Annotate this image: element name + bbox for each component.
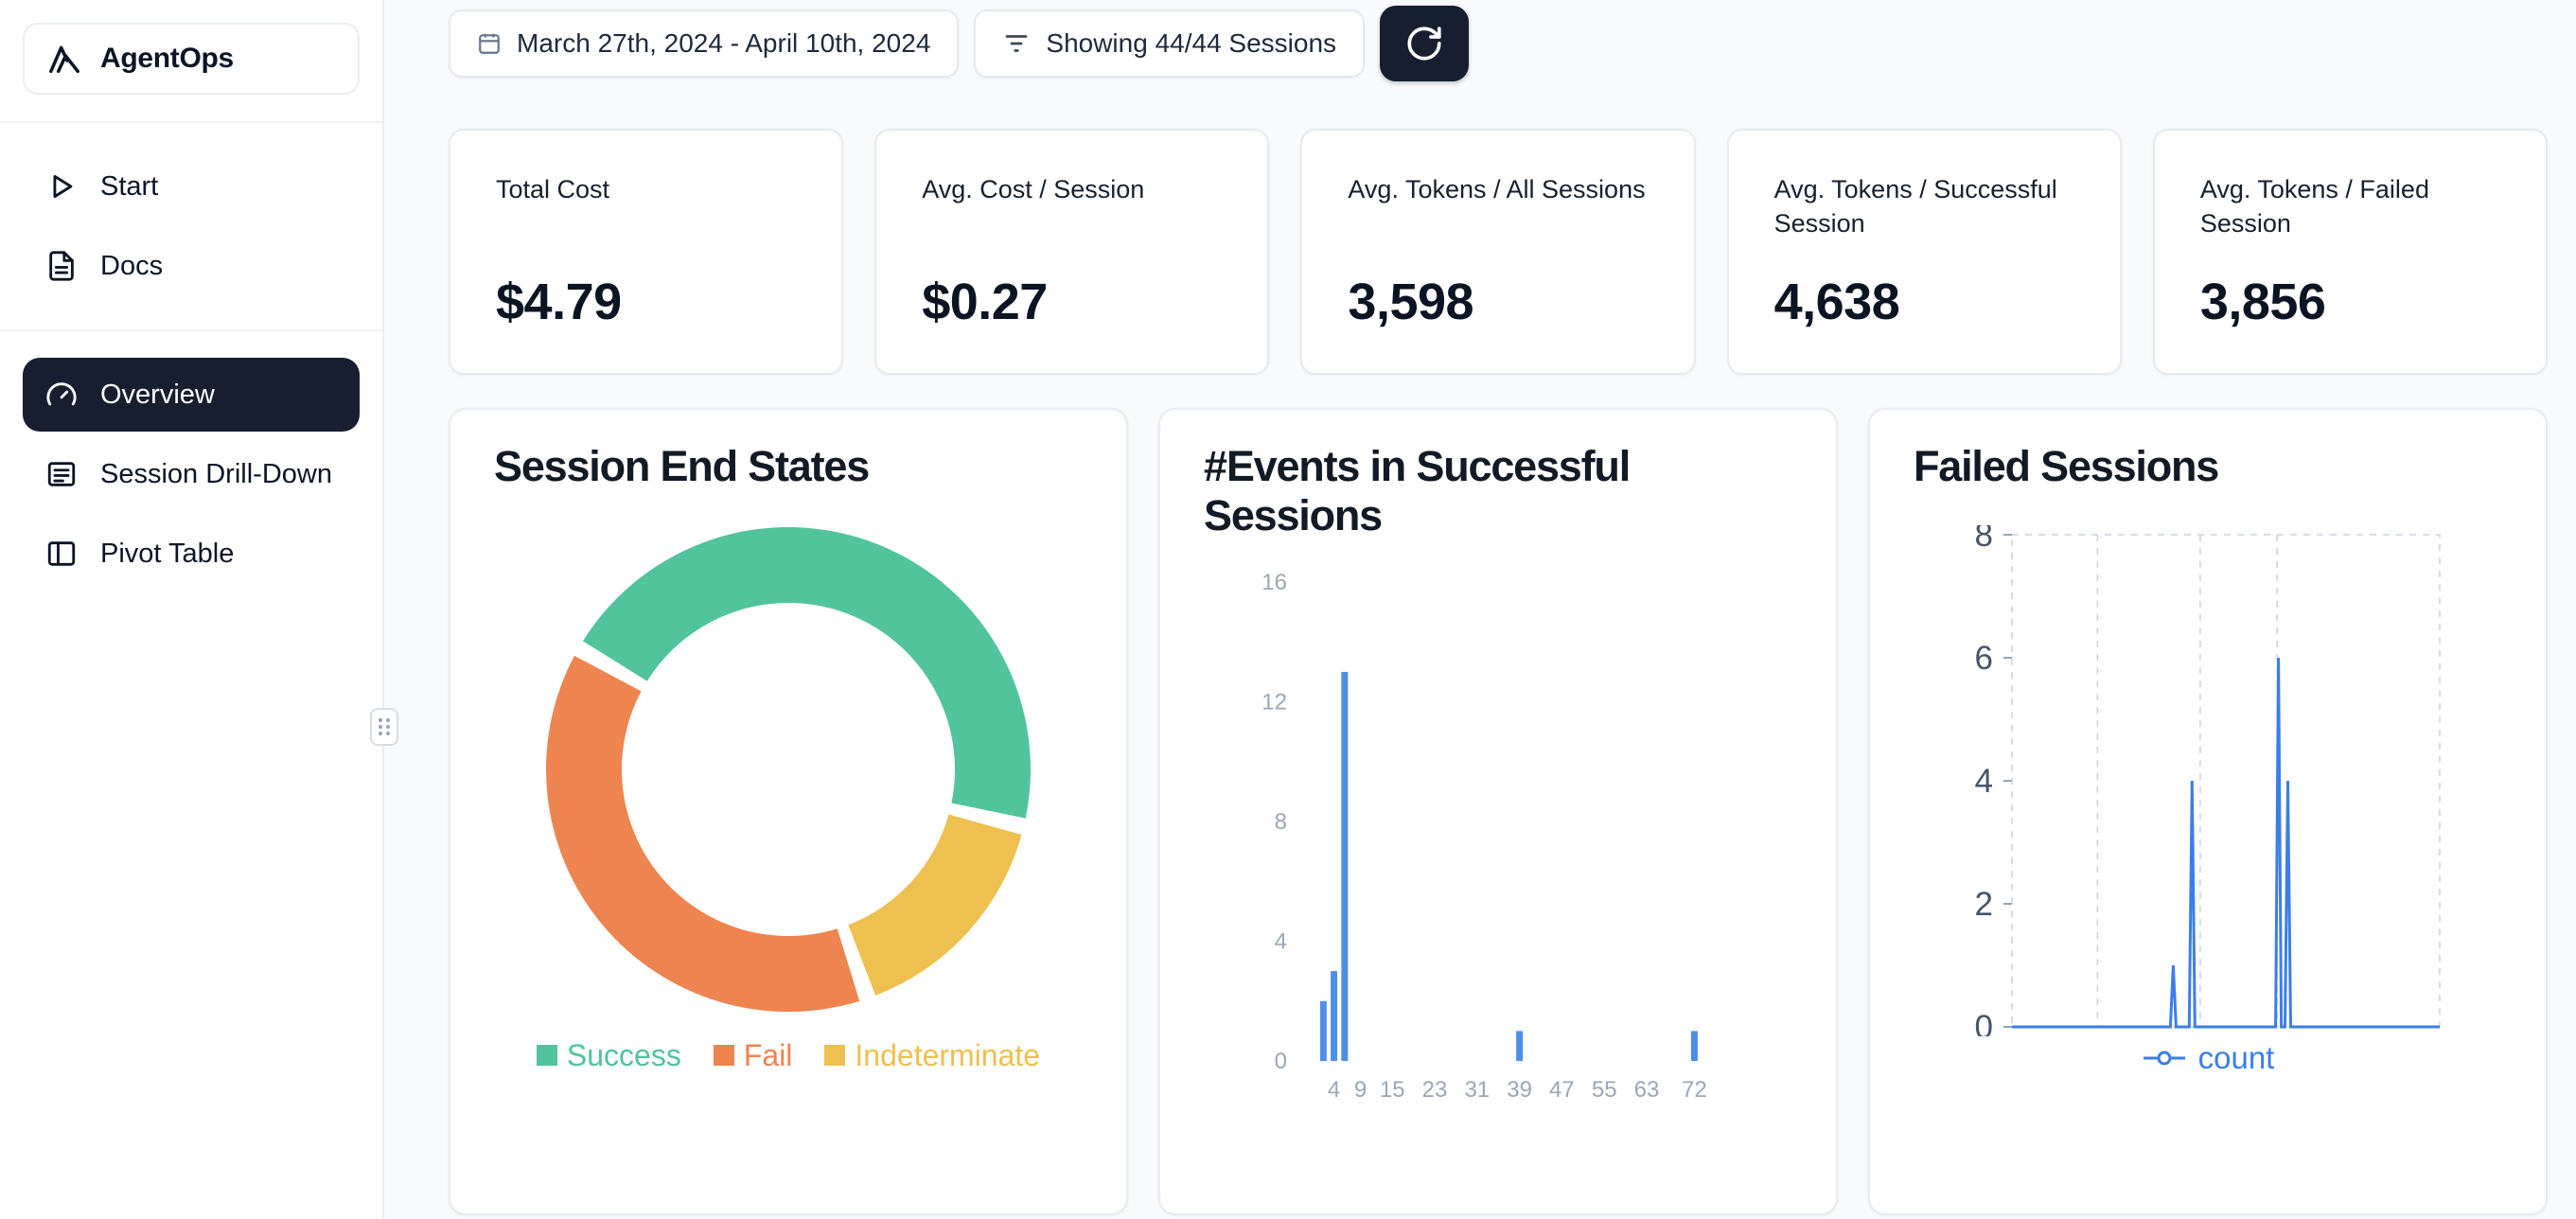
stat-label: Avg. Tokens / Successful Session xyxy=(1773,175,2057,238)
svg-text:2: 2 xyxy=(1975,886,1993,923)
svg-text:15: 15 xyxy=(1380,1077,1405,1103)
svg-text:47: 47 xyxy=(1549,1077,1575,1103)
sidebar-item-session-drill-down[interactable]: Session Drill-Down xyxy=(23,437,360,511)
sidebar-item-overview[interactable]: Overview xyxy=(23,358,360,432)
topbar: March 27th, 2024 - April 10th, 2024 Show… xyxy=(449,6,2548,81)
legend-item-success[interactable]: Success xyxy=(536,1037,681,1073)
count-legend-label: count xyxy=(2197,1039,2275,1075)
sidebar-item-label: Session Drill-Down xyxy=(100,458,332,489)
svg-text:0: 0 xyxy=(1975,1009,1993,1036)
sidebar-nav-main: Overview Session Drill-Down Pivot Table xyxy=(0,358,382,591)
date-range-button[interactable]: March 27th, 2024 - April 10th, 2024 xyxy=(449,9,960,78)
table-icon xyxy=(47,541,76,566)
legend-label: Fail xyxy=(743,1037,793,1072)
svg-text:6: 6 xyxy=(1975,640,1993,677)
charts-row: Session End States Success Fail xyxy=(449,408,2548,1215)
svg-text:39: 39 xyxy=(1507,1077,1532,1103)
stat-value: 3,598 xyxy=(1348,274,1474,330)
failed-sessions-card: Failed Sessions 0 2 4 6 8 count xyxy=(1868,408,2548,1215)
app-name: AgentOps xyxy=(100,43,234,74)
filter-icon xyxy=(1006,35,1028,52)
stat-card-avg-tokens-all: Avg. Tokens / All Sessions 3,598 xyxy=(1300,129,1696,375)
stats-row: Total Cost $4.79 Avg. Cost / Session $0.… xyxy=(449,129,2549,375)
sidebar-item-label: Overview xyxy=(100,379,215,410)
stat-value: $4.79 xyxy=(496,274,622,330)
play-icon xyxy=(53,174,73,199)
stat-value: 4,638 xyxy=(1773,274,1900,330)
stat-card-avg-cost-session: Avg. Cost / Session $0.27 xyxy=(874,129,1270,375)
stat-card-avg-tokens-successful: Avg. Tokens / Successful Session 4,638 xyxy=(1726,129,2122,375)
donut-wrap xyxy=(494,523,1083,1016)
svg-text:23: 23 xyxy=(1422,1077,1448,1103)
gauge-icon xyxy=(46,382,77,406)
svg-text:31: 31 xyxy=(1464,1077,1490,1103)
date-range-label: March 27th, 2024 - April 10th, 2024 xyxy=(517,28,931,58)
svg-text:72: 72 xyxy=(1682,1077,1707,1103)
session-end-states-donut xyxy=(546,526,1032,1012)
sidebar-item-label: Docs xyxy=(100,250,164,281)
chart-title: Failed Sessions xyxy=(1914,442,2219,490)
sidebar-item-pivot-table[interactable]: Pivot Table xyxy=(23,517,360,591)
stat-label: Total Cost xyxy=(496,175,610,203)
donut-legend: Success Fail Indeterminate xyxy=(494,1038,1083,1073)
legend-item-fail[interactable]: Fail xyxy=(713,1037,793,1073)
svg-text:16: 16 xyxy=(1262,570,1287,595)
legend-swatch-indeterminate xyxy=(824,1045,846,1067)
sidebar-item-label: Start xyxy=(100,170,159,202)
sidebar: AgentOps Start Docs Overview Session Dri… xyxy=(0,0,398,1219)
svg-text:12: 12 xyxy=(1262,689,1287,715)
count-legend[interactable]: count xyxy=(1914,1040,2502,1076)
svg-text:0: 0 xyxy=(1275,1049,1287,1074)
session-end-states-card: Session End States Success Fail xyxy=(449,408,1128,1215)
sidebar-divider xyxy=(0,329,382,331)
sidebar-item-docs[interactable]: Docs xyxy=(23,229,360,303)
svg-text:9: 9 xyxy=(1354,1077,1367,1103)
document-icon xyxy=(49,251,74,281)
events-in-successful-sessions-card: #Events in Successful Sessions 0 4 8 12 16 4 9… xyxy=(1158,408,1838,1215)
legend-swatch-success xyxy=(536,1045,557,1067)
main-content: March 27th, 2024 - April 10th, 2024 Show… xyxy=(384,0,2576,1219)
stat-value: 3,856 xyxy=(2199,274,2326,330)
legend-item-indeterminate[interactable]: Indeterminate xyxy=(824,1038,1040,1073)
svg-text:4: 4 xyxy=(1328,1077,1340,1103)
failed-sessions-chart: 0 2 4 6 8 xyxy=(1975,525,2441,1036)
stat-card-avg-tokens-failed: Avg. Tokens / Failed Session 3,856 xyxy=(2152,129,2549,375)
sidebar-item-start[interactable]: Start xyxy=(23,150,360,223)
chart-title: Session End States xyxy=(494,442,870,490)
svg-text:4: 4 xyxy=(1975,763,1993,800)
sidebar-item-label: Pivot Table xyxy=(100,538,235,569)
count-legend-marker xyxy=(2143,1051,2185,1066)
refresh-button[interactable] xyxy=(1380,6,1470,81)
sidebar-divider xyxy=(0,121,382,123)
legend-swatch-fail xyxy=(713,1045,734,1067)
stat-value: $0.27 xyxy=(922,274,1048,330)
svg-text:8: 8 xyxy=(1275,809,1287,835)
legend-label: Indeterminate xyxy=(855,1037,1041,1072)
svg-text:55: 55 xyxy=(1592,1077,1617,1103)
drag-dots-icon xyxy=(379,718,390,735)
stat-label: Avg. Tokens / All Sessions xyxy=(1348,175,1646,203)
refresh-icon xyxy=(1407,26,1441,61)
stat-label: Avg. Cost / Session xyxy=(922,175,1145,203)
sessions-filter-button[interactable]: Showing 44/44 Sessions xyxy=(974,9,1366,78)
legend-label: Success xyxy=(566,1037,681,1072)
app-logo[interactable]: AgentOps xyxy=(23,23,360,95)
sessions-filter-label: Showing 44/44 Sessions xyxy=(1046,28,1337,58)
chart-title: #Events in Successful Sessions xyxy=(1204,442,1631,539)
list-details-icon xyxy=(47,462,76,486)
stat-card-total-cost: Total Cost $4.79 xyxy=(449,129,844,375)
sidebar-nav-top: Start Docs xyxy=(0,150,382,303)
svg-text:63: 63 xyxy=(1634,1077,1660,1103)
sidebar-resize-handle[interactable] xyxy=(370,708,398,746)
agentops-logo-icon xyxy=(49,45,79,74)
svg-text:4: 4 xyxy=(1275,928,1287,954)
stat-label: Avg. Tokens / Failed Session xyxy=(2199,175,2429,238)
svg-text:8: 8 xyxy=(1975,525,1993,554)
calendar-icon xyxy=(479,33,500,54)
